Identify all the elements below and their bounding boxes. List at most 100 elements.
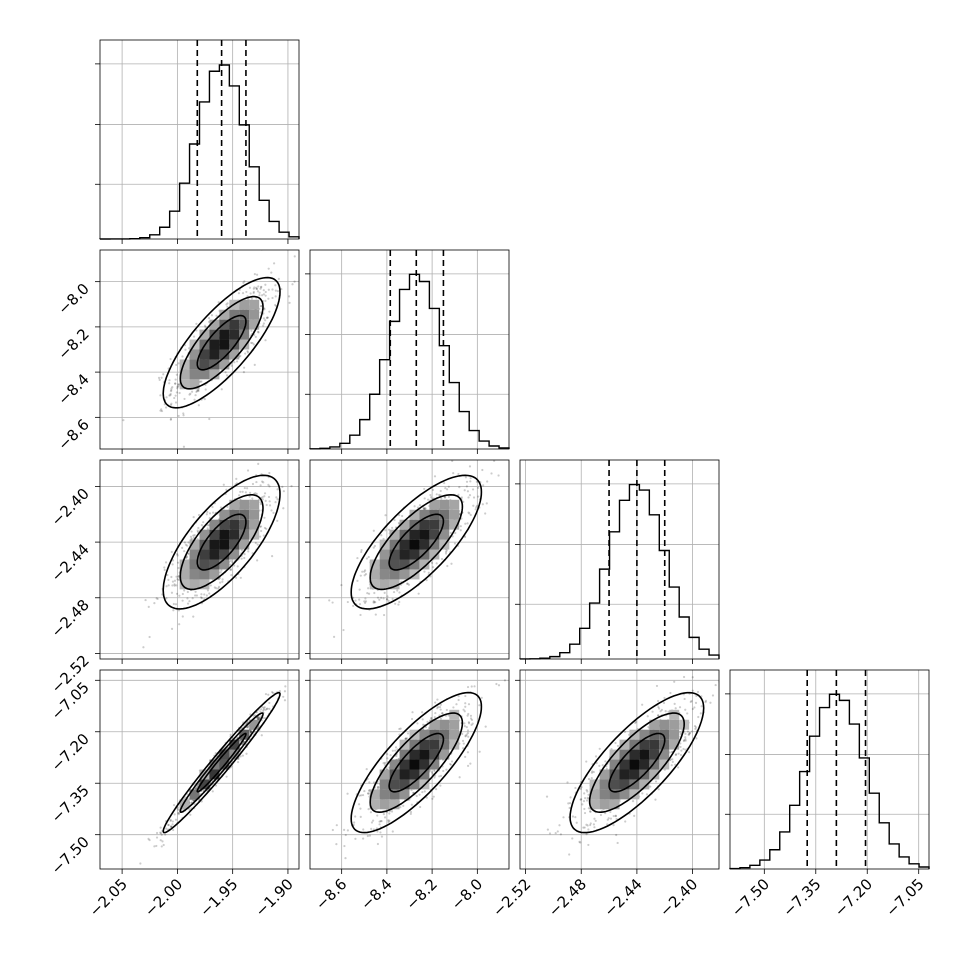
sample-point (367, 792, 370, 795)
density-cell (189, 379, 200, 390)
density-cell (219, 349, 230, 360)
density-cell (199, 349, 210, 360)
sample-point (391, 830, 394, 833)
density-cell (369, 579, 380, 590)
sample-point (257, 285, 260, 288)
sample-point (380, 534, 383, 537)
sample-point (159, 832, 163, 835)
sample-point (436, 698, 439, 701)
sample-point (200, 524, 203, 527)
density-cell (429, 529, 440, 540)
sample-point (271, 690, 274, 694)
sample-point (262, 481, 265, 484)
sample-point (367, 792, 370, 795)
sample-point (177, 362, 180, 365)
sample-point (490, 472, 493, 475)
sample-point (244, 722, 247, 726)
histogram-panel-2 (515, 459, 720, 664)
sample-point (181, 599, 184, 602)
sample-point (513, 425, 515, 427)
density-cell (199, 559, 210, 570)
sample-point (224, 371, 227, 374)
sample-point (190, 530, 193, 533)
sample-point (462, 708, 465, 711)
sample-point (376, 785, 379, 788)
sample-point (497, 474, 500, 477)
sample-point (226, 305, 229, 308)
sample-point (164, 406, 168, 409)
sample-point (396, 589, 399, 592)
sample-point (455, 703, 458, 706)
sample-point (193, 533, 196, 537)
sample-point (383, 591, 386, 594)
density-cell (199, 369, 210, 380)
sample-point (147, 837, 150, 841)
sample-point (173, 813, 176, 816)
sample-point (467, 496, 470, 499)
sample-point (202, 521, 205, 524)
sample-point (155, 836, 159, 839)
sample-point (680, 749, 683, 752)
sample-point (215, 314, 218, 317)
density-cell (369, 799, 380, 810)
sample-point (245, 752, 248, 755)
x-tick-label: −2.44 (600, 875, 645, 920)
sample-point (384, 514, 387, 517)
sample-point (246, 726, 250, 729)
sample-point (376, 814, 379, 817)
sample-point (445, 549, 448, 552)
density-cell (229, 529, 240, 540)
sample-point (258, 294, 261, 297)
density-cell (449, 499, 460, 510)
sample-point (382, 613, 386, 617)
sample-point (274, 303, 277, 307)
sample-point (253, 286, 256, 289)
sample-point (423, 570, 426, 573)
sample-point (438, 493, 441, 496)
x-tick-label: −1.90 (252, 875, 297, 920)
sample-point (366, 592, 369, 595)
sample-point (274, 289, 277, 292)
sample-point (229, 733, 232, 736)
y-tick-label: −7.50 (48, 833, 93, 878)
sample-point (478, 750, 481, 753)
sample-point (157, 376, 161, 379)
density-cell (239, 339, 250, 350)
sample-point (204, 388, 207, 391)
density-cell (209, 519, 220, 530)
sample-point (473, 685, 476, 688)
sample-point (452, 471, 455, 475)
y-tick-label: −2.48 (48, 596, 93, 641)
sample-point (471, 488, 475, 491)
sample-point (380, 596, 383, 599)
sample-point (248, 286, 252, 289)
sample-point (153, 602, 156, 605)
sample-point (276, 498, 279, 501)
sample-point (199, 596, 203, 599)
density-cell (239, 539, 250, 550)
contour-line (196, 513, 247, 571)
density-cell (179, 559, 190, 570)
panel-frame (99, 669, 300, 870)
sample-point (450, 562, 453, 565)
sample-point (444, 550, 448, 553)
density-cell (199, 529, 210, 540)
sample-point (169, 818, 172, 822)
sample-point (196, 785, 199, 789)
sample-point (184, 543, 188, 546)
density-cell (189, 539, 200, 550)
sample-point (446, 564, 449, 568)
sample-point (203, 398, 206, 401)
sample-point (206, 527, 209, 530)
sample-point (210, 314, 214, 317)
sample-point (364, 573, 368, 576)
sample-point (356, 556, 359, 560)
sample-point (240, 549, 243, 552)
density-cell (449, 509, 460, 520)
sample-point (466, 764, 470, 767)
density-cell (239, 329, 250, 340)
sample-point (167, 584, 170, 587)
sample-point (335, 843, 338, 846)
contour-line (196, 314, 247, 371)
sample-point (263, 495, 266, 498)
